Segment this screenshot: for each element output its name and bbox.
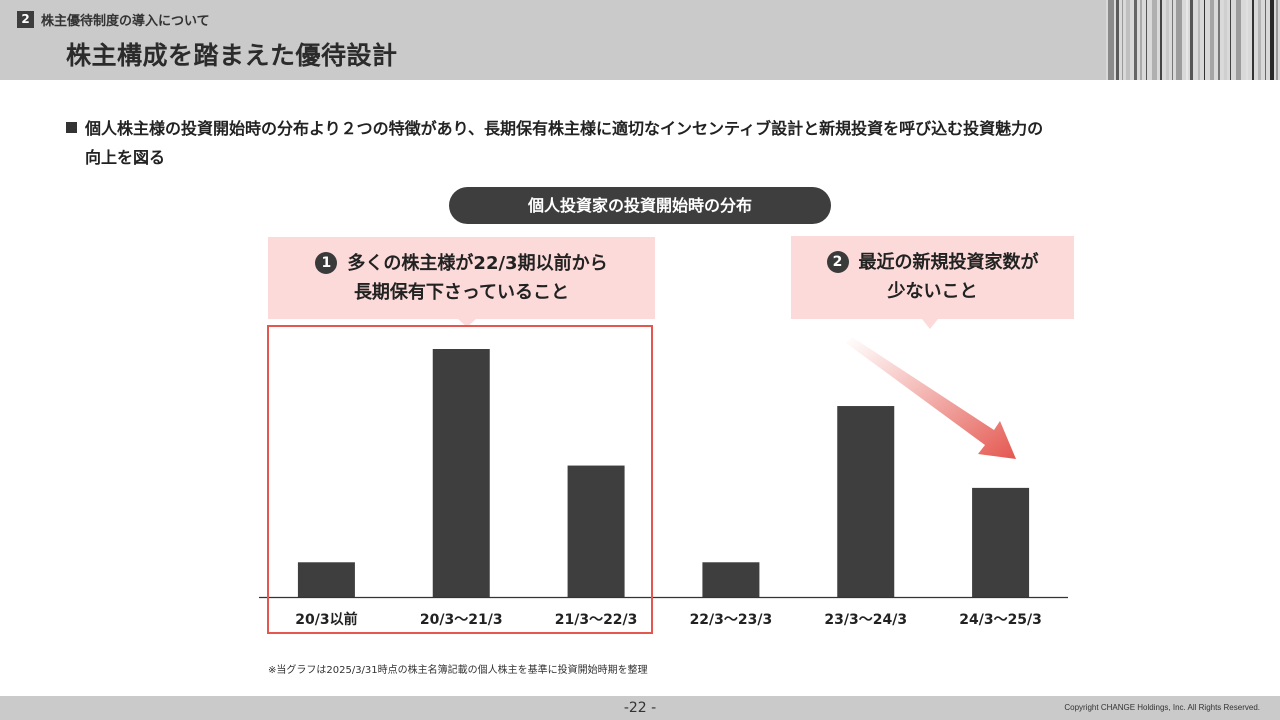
callout-2-tail (922, 319, 938, 329)
bullet-text-line2: 向上を図る (85, 148, 166, 167)
copyright-text: Copyright CHANGE Holdings, Inc. All Righ… (1064, 703, 1260, 712)
x-tick-label-1: 20/3～21/3 (420, 612, 503, 628)
chart-footnote: ※当グラフは2025/3/31時点の株主名簿記載の個人株主を基準に投資開始時期を… (268, 665, 648, 676)
bar-4 (837, 406, 895, 597)
x-tick-label-4: 23/3～24/3 (824, 612, 907, 628)
header-bar: 2 株主優待制度の導入について 株主構成を踏まえた優待設計 (0, 0, 1280, 80)
callout-1-line1: 多くの株主様が22/3期以前から (347, 253, 608, 274)
callout-1-line2: 長期保有下さっていること (353, 282, 570, 303)
investor-start-distribution-chart: 20/3以前 20/3～21/3 21/3～22/3 22/3～23/3 23/3～24… (259, 337, 1068, 628)
chart-title-pill: 個人投資家の投資開始時の分布 (449, 187, 831, 224)
decorative-stripes (1106, 0, 1280, 80)
long-term-highlight-box (267, 325, 653, 634)
bar-0 (297, 562, 355, 597)
bar-1 (432, 349, 490, 597)
page-number: -22 - (623, 700, 657, 716)
footer-bar: -22 - Copyright CHANGE Holdings, Inc. Al… (0, 696, 1280, 720)
number-2-icon: 2 (826, 251, 849, 273)
bar-5 (972, 487, 1030, 597)
callout-2-line1: 最近の新規投資家数が (858, 252, 1039, 273)
square-bullet-icon (66, 122, 77, 133)
bullet-text: 個人株主様の投資開始時の分布より２つの特徴があり、長期保有株主様に適切なインセン… (66, 114, 1186, 172)
decline-arrow-icon (846, 337, 1016, 459)
bar-2 (567, 465, 625, 597)
bar-3 (702, 562, 760, 597)
bullet-text-line1: 個人株主様の投資開始時の分布より２つの特徴があり、長期保有株主様に適切なインセン… (85, 119, 1044, 138)
x-tick-label-3: 22/3～23/3 (690, 612, 773, 628)
callout-1-pointer (458, 319, 476, 327)
number-1-icon: 1 (315, 252, 338, 274)
page-title: 株主構成を踏まえた優待設計 (66, 41, 398, 70)
callout-few-new-investors: 2 最近の新規投資家数が 少ないこと (791, 236, 1074, 329)
section-label: 株主優待制度の導入について (41, 14, 210, 29)
x-tick-label-5: 24/3～25/3 (959, 612, 1042, 628)
section-number-badge: 2 (17, 11, 34, 28)
x-tick-label-2: 21/3～22/3 (555, 612, 638, 628)
callout-2-line2: 少ないこと (887, 281, 978, 302)
callout-long-term-holders: 1 多くの株主様が22/3期以前から 長期保有下さっていること (268, 237, 655, 319)
x-tick-label-0: 20/3以前 (295, 611, 357, 628)
